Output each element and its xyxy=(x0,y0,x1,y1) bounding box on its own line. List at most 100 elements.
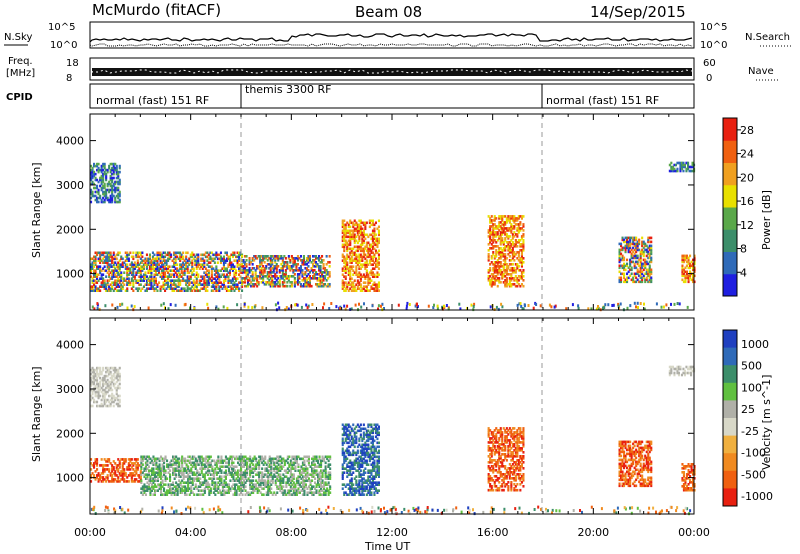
echo-cell xyxy=(510,284,513,288)
echo-cell xyxy=(109,251,112,255)
echo-cell xyxy=(355,267,358,270)
echo-cell xyxy=(207,273,210,276)
echo-cell xyxy=(207,279,210,282)
echo-cell xyxy=(161,493,164,496)
echo-cell xyxy=(169,463,172,466)
echo-cell xyxy=(91,174,94,178)
echo-cell xyxy=(692,262,695,266)
echo-cell xyxy=(100,269,103,272)
echo-cell xyxy=(94,275,97,278)
echo-cell xyxy=(93,255,96,259)
echo-cell xyxy=(344,267,347,270)
echo-cell xyxy=(292,477,295,480)
echo-cell xyxy=(215,289,218,292)
echo-cell xyxy=(190,477,193,480)
echo-cell xyxy=(341,225,344,229)
echo-cell xyxy=(251,267,254,270)
echo-cell xyxy=(295,459,298,463)
echo-cell xyxy=(222,283,225,286)
echo-cell xyxy=(162,271,165,274)
echo-cell xyxy=(161,459,164,463)
echo-cell xyxy=(129,458,132,461)
echo-cell xyxy=(150,273,153,276)
echo-cell xyxy=(173,457,176,461)
echo-cell xyxy=(220,475,223,478)
echo-cell xyxy=(222,265,225,268)
echo-cell xyxy=(90,474,93,477)
echo-cell xyxy=(115,285,118,288)
echo-cell xyxy=(307,463,310,466)
echo-cell xyxy=(278,279,281,282)
echo-cell xyxy=(341,223,344,227)
echo-cell xyxy=(108,190,111,194)
echo-cell xyxy=(641,272,644,276)
echo-cell xyxy=(106,184,109,188)
echo-cell xyxy=(368,277,371,280)
echo-cell xyxy=(154,279,157,282)
echo-cell xyxy=(350,267,353,270)
echo-cell xyxy=(161,265,164,268)
echo-cell xyxy=(650,250,653,254)
echo-cell xyxy=(209,257,212,261)
echo-cell xyxy=(371,235,374,239)
echo-cell xyxy=(197,259,200,262)
echo-cell xyxy=(289,481,292,484)
echo-cell xyxy=(244,461,247,465)
echo-cell xyxy=(513,267,516,270)
echo-cell xyxy=(175,489,178,492)
echo-cell xyxy=(490,219,493,222)
echo-cell xyxy=(175,467,178,470)
echo-cell xyxy=(359,249,362,253)
echo-cell xyxy=(150,483,153,486)
echo-cell xyxy=(118,180,121,184)
echo-cell xyxy=(255,457,258,461)
echo-cell xyxy=(108,460,111,463)
echo-cell xyxy=(630,268,633,272)
echo-cell xyxy=(173,253,176,257)
echo-cell xyxy=(167,463,170,466)
echo-cell xyxy=(244,477,247,480)
echo-cell xyxy=(299,255,302,258)
echo-cell xyxy=(170,255,173,259)
echo-cell xyxy=(627,240,630,244)
echo-cell xyxy=(681,266,684,270)
echo-cell xyxy=(522,257,525,260)
echo-cell xyxy=(358,273,361,276)
echo-cell xyxy=(179,487,182,490)
echo-cell xyxy=(359,275,362,278)
echo-cell xyxy=(498,257,501,260)
echo-cell xyxy=(499,271,502,274)
echo-cell xyxy=(223,465,226,468)
echo-cell xyxy=(276,455,279,459)
echo-cell xyxy=(504,237,507,240)
echo-cell xyxy=(368,219,371,223)
freq-tick-low: 8 xyxy=(66,73,72,84)
echo-cell xyxy=(633,274,636,278)
echo-cell xyxy=(230,267,233,270)
echo-cell xyxy=(359,227,362,231)
echo-cell xyxy=(153,289,156,292)
echo-cell xyxy=(626,238,629,242)
echo-cell xyxy=(517,229,520,232)
echo-cell xyxy=(492,273,495,276)
echo-cell xyxy=(436,306,439,310)
echo-cell xyxy=(623,262,626,266)
echo-cell xyxy=(124,255,127,259)
echo-cell xyxy=(237,479,240,482)
echo-cell xyxy=(498,221,501,224)
nsky-label: N.Sky xyxy=(4,32,32,43)
echo-cell xyxy=(335,305,338,309)
echo-cell xyxy=(151,263,154,266)
echo-cell xyxy=(621,246,624,250)
echo-cell xyxy=(90,182,93,186)
echo-cell xyxy=(152,481,155,484)
echo-cell xyxy=(298,273,301,276)
echo-cell xyxy=(504,221,507,224)
echo-cell xyxy=(164,265,167,268)
echo-cell xyxy=(121,462,124,465)
echo-cell xyxy=(632,242,635,246)
echo-cell xyxy=(211,469,214,472)
echo-cell xyxy=(120,273,123,276)
echo-cell xyxy=(635,260,638,264)
echo-cell xyxy=(209,465,212,468)
